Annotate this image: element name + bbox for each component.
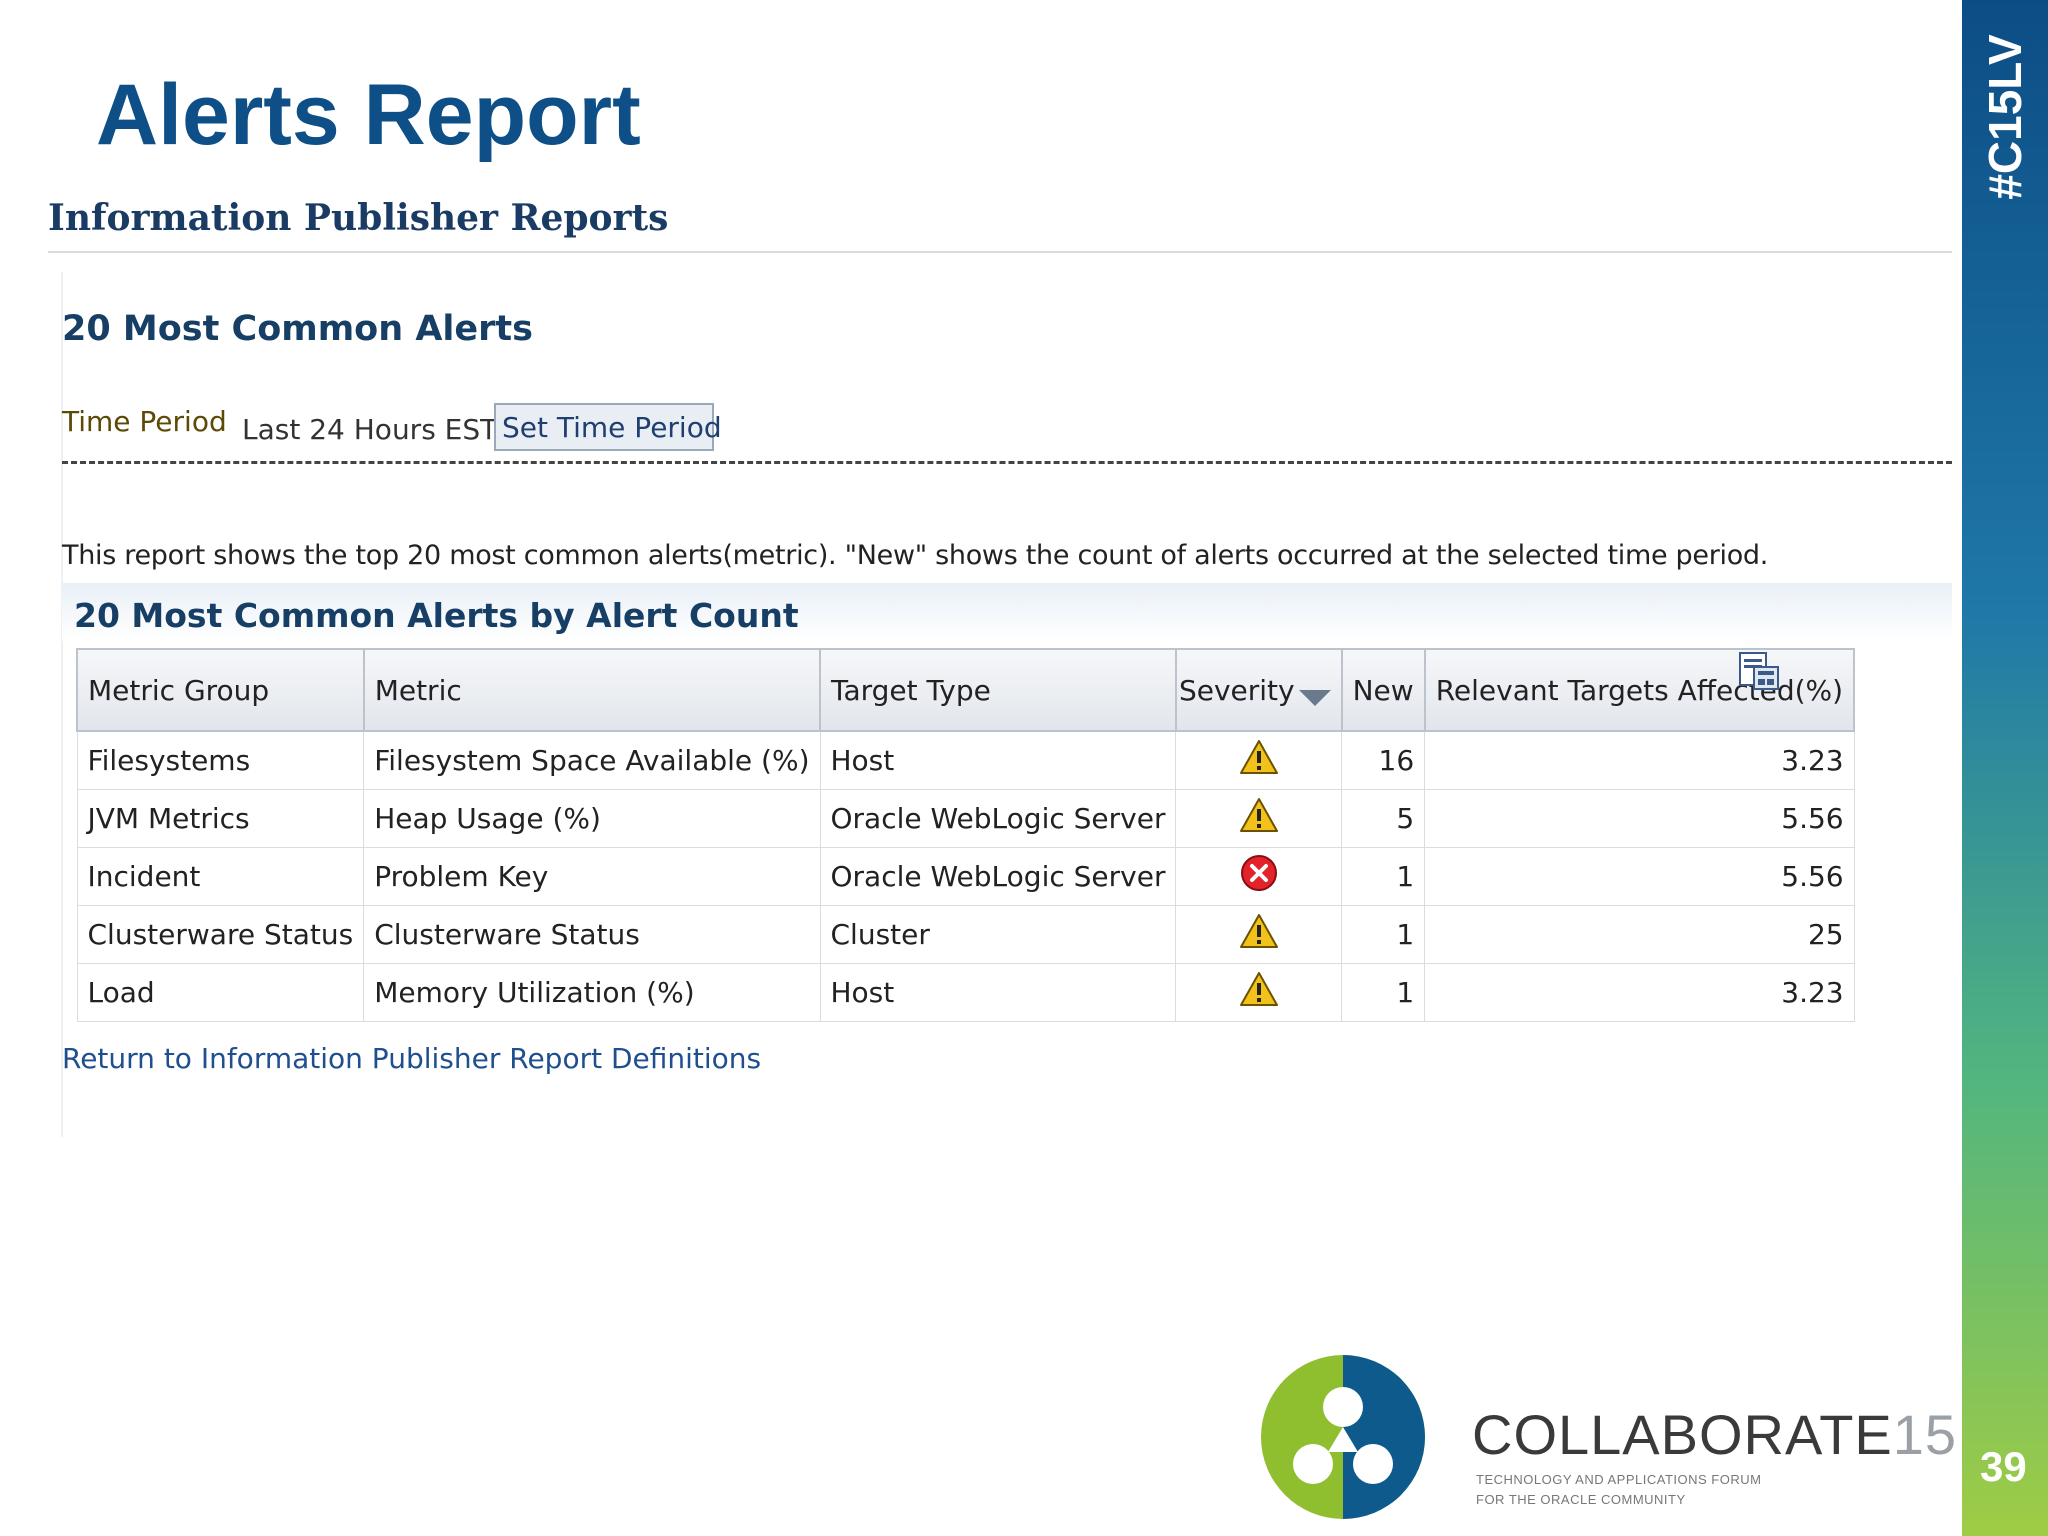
cell-new: 5 <box>1341 788 1426 848</box>
tagline-line-2: FOR THE ORACLE COMMUNITY <box>1476 1492 1686 1507</box>
cell-severity <box>1175 962 1343 1022</box>
cell-metric: Problem Key <box>363 846 821 906</box>
column-header-metric-group[interactable]: Metric Group <box>76 648 365 732</box>
table-row: Load Memory Utilization (%) Host 1 3.23 <box>76 962 1855 1022</box>
slide-title: Alerts Report <box>96 67 641 163</box>
cell-target-type: Host <box>819 730 1177 790</box>
column-header-new[interactable]: New <box>1340 648 1426 732</box>
brand-tagline: TECHNOLOGY AND APPLICATIONS FORUM FOR TH… <box>1476 1470 1761 1510</box>
cell-relevant-targets-affected: 3.23 <box>1424 730 1855 790</box>
cell-metric-group: Clusterware Status <box>76 904 365 964</box>
alerts-table: Metric Group Metric Target Type Severity… <box>76 648 1856 1022</box>
export-spreadsheet-icon[interactable] <box>1738 649 1782 697</box>
column-header-relevant-targets[interactable]: Relevant Targets Affected(%) <box>1423 648 1856 732</box>
warning-severity-icon <box>1239 797 1279 840</box>
column-header-severity[interactable]: Severity <box>1174 648 1343 732</box>
cell-new: 1 <box>1341 846 1426 906</box>
cell-severity <box>1175 904 1343 964</box>
event-hashtag: #C15LV <box>1979 34 2031 200</box>
warning-severity-icon <box>1239 739 1279 782</box>
table-header-row: Metric Group Metric Target Type Severity… <box>76 648 1856 732</box>
column-label: New <box>1352 673 1414 707</box>
cell-metric: Filesystem Space Available (%) <box>363 730 821 790</box>
collaborate-brand: COLLABORATE15 <box>1472 1402 1957 1467</box>
cell-target-type: Oracle WebLogic Server <box>819 846 1177 906</box>
cell-metric-group: Load <box>76 962 365 1022</box>
section-title: 20 Most Common Alerts <box>62 309 533 349</box>
column-label: Metric Group <box>88 673 270 707</box>
cell-metric: Memory Utilization (%) <box>363 962 821 1022</box>
brand-name: COLLABORATE <box>1472 1403 1893 1466</box>
time-period-label: Time Period <box>62 405 227 438</box>
cell-metric: Heap Usage (%) <box>363 788 821 848</box>
table-row: Incident Problem Key Oracle WebLogic Serve… <box>76 846 1855 906</box>
cell-severity <box>1175 730 1343 790</box>
side-accent-bar <box>1962 0 2048 1536</box>
table-row: Filesystems Filesystem Space Available (%… <box>76 730 1855 790</box>
table-row: JVM Metrics Heap Usage (%) Oracle WebLogic… <box>76 788 1855 848</box>
cell-target-type: Oracle WebLogic Server <box>819 788 1177 848</box>
content-left-border <box>61 272 63 1137</box>
column-label: Metric <box>374 673 462 707</box>
collaborate-logo-icon <box>1258 1352 1428 1526</box>
cell-metric-group: Filesystems <box>76 730 365 790</box>
dashed-separator <box>62 461 1952 464</box>
cell-relevant-targets-affected: 25 <box>1424 904 1855 964</box>
table-row: Clusterware Status Clusterware Status Clus… <box>76 904 1855 964</box>
column-header-target-type[interactable]: Target Type <box>819 648 1177 732</box>
cell-relevant-targets-affected: 5.56 <box>1424 788 1855 848</box>
warning-severity-icon <box>1239 971 1279 1014</box>
column-label: Target Type <box>831 673 991 707</box>
slide-page-number: 39 <box>1980 1443 2027 1490</box>
cell-new: 1 <box>1341 904 1426 964</box>
return-to-report-definitions-link[interactable]: Return to Information Publisher Report D… <box>62 1042 762 1075</box>
table-title: 20 Most Common Alerts by Alert Count <box>74 596 799 635</box>
cell-metric-group: JVM Metrics <box>76 788 365 848</box>
brand-year: 15 <box>1892 1403 1958 1466</box>
cell-severity <box>1175 788 1343 848</box>
cell-new: 16 <box>1341 730 1426 790</box>
information-publisher-header: Information Publisher Reports <box>48 197 1952 253</box>
cell-relevant-targets-affected: 3.23 <box>1424 962 1855 1022</box>
report-description: This report shows the top 20 most common… <box>62 540 1769 571</box>
cell-metric-group: Incident <box>76 846 365 906</box>
cell-target-type: Host <box>819 962 1177 1022</box>
cell-new: 1 <box>1341 962 1426 1022</box>
cell-severity <box>1175 846 1343 906</box>
warning-severity-icon <box>1239 913 1279 956</box>
cell-target-type: Cluster <box>819 904 1177 964</box>
column-header-metric[interactable]: Metric <box>362 648 822 732</box>
time-period-value: Last 24 Hours EST <box>242 413 498 446</box>
cell-relevant-targets-affected: 5.56 <box>1424 846 1855 906</box>
set-time-period-button[interactable]: Set Time Period <box>494 403 722 451</box>
column-label: Severity <box>1178 673 1295 707</box>
cell-metric: Clusterware Status <box>363 904 821 964</box>
sort-descending-icon <box>1298 689 1331 706</box>
tagline-line-1: TECHNOLOGY AND APPLICATIONS FORUM <box>1476 1472 1762 1487</box>
critical-severity-icon <box>1239 854 1279 900</box>
table-header-bar <box>62 583 1952 641</box>
